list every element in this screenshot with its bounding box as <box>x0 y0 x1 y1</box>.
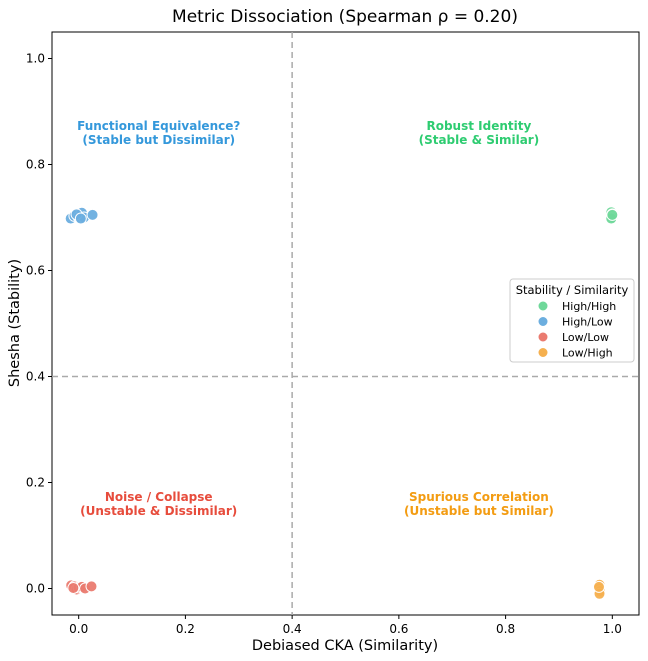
legend-marker <box>537 316 549 327</box>
y-axis-label: Shesha (Stability) <box>7 259 23 387</box>
x-tick-label: 0.8 <box>496 622 515 636</box>
legend-entry: High/Low <box>562 316 613 329</box>
chart-title: Metric Dissociation (Spearman ρ = 0.20) <box>172 7 518 27</box>
quadrant-label-line1: Noise / Collapse <box>105 490 213 504</box>
quadrant-label: Robust Identity (Stable & Similar) <box>419 119 540 147</box>
quadrant-label-line2: (Unstable but Similar) <box>404 504 554 518</box>
quadrant-label: Noise / Collapse (Unstable & Dissimilar) <box>80 490 237 518</box>
scatter-point <box>67 581 80 594</box>
y-tick-label: 0.0 <box>26 582 45 596</box>
legend-entry: High/High <box>562 300 616 313</box>
x-tick-label: 0.6 <box>389 622 408 636</box>
legend-title: Stability / Similarity <box>516 283 629 297</box>
scatter-point <box>592 580 605 593</box>
quadrant-label-line2: (Stable & Similar) <box>419 133 540 147</box>
y-tick-label: 0.2 <box>26 476 45 490</box>
plot-area <box>51 31 640 616</box>
legend-marker <box>537 300 549 312</box>
x-axis-label: Debiased CKA (Similarity) <box>252 638 438 654</box>
quadrant-label: Functional Equivalence? (Stable but Dissi… <box>77 119 240 147</box>
legend-entry: Low/High <box>562 347 613 360</box>
quadrant-label-line1: Robust Identity <box>426 119 531 133</box>
y-tick-label: 0.4 <box>26 370 45 384</box>
y-tick-label: 1.0 <box>26 52 45 66</box>
y-axis-ticks: 0.0 0.2 0.4 0.6 0.8 1.0 <box>26 52 52 596</box>
scatter-point <box>74 212 87 225</box>
legend: Stability / Similarity High/High High/Low… <box>509 278 635 363</box>
y-tick-label: 0.8 <box>26 158 45 172</box>
scatter-point <box>606 208 619 221</box>
data-points <box>64 206 619 600</box>
legend-entry: Low/Low <box>562 331 609 344</box>
y-tick-label: 0.6 <box>26 264 45 278</box>
x-axis-ticks: 0.0 0.2 0.4 0.6 0.8 1.0 <box>69 615 622 636</box>
x-tick-label: 0.4 <box>283 622 302 636</box>
scatter-point <box>85 580 98 593</box>
scatter-point <box>86 208 99 221</box>
x-tick-label: 1.0 <box>603 622 622 636</box>
quadrant-label: Spurious Correlation (Unstable but Simila… <box>404 490 554 518</box>
quadrant-label-line1: Spurious Correlation <box>409 490 549 504</box>
quadrant-labels: Functional Equivalence? (Stable but Dissi… <box>77 119 554 518</box>
legend-marker <box>537 347 549 358</box>
quadrant-label-line2: (Stable but Dissimilar) <box>82 133 235 147</box>
quadrant-label-line1: Functional Equivalence? <box>77 119 240 133</box>
x-tick-label: 0.2 <box>176 622 195 636</box>
legend-marker <box>537 331 549 343</box>
x-tick-label: 0.0 <box>69 622 88 636</box>
quadrant-label-line2: (Unstable & Dissimilar) <box>80 504 237 518</box>
